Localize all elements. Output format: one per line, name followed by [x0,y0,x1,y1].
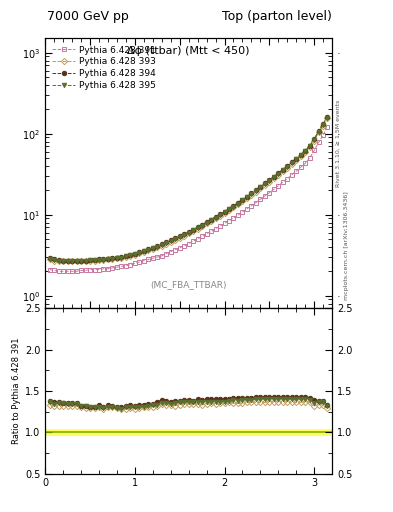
Pythia 6.428 395 [182,232,187,238]
Pythia 6.428 395 [128,252,133,259]
Pythia 6.428 391 [324,124,329,131]
Pythia 6.428 391 [244,206,249,212]
Pythia 6.428 393 [191,228,195,234]
Text: Top (parton level): Top (parton level) [222,10,332,23]
Pythia 6.428 394 [191,227,195,233]
Pythia 6.428 393 [244,195,249,201]
Pythia 6.428 395 [324,115,329,121]
Pythia 6.428 394 [324,114,329,120]
Pythia 6.428 394 [182,231,187,238]
Pythia 6.428 391 [128,262,133,268]
Pythia 6.428 391 [47,267,52,273]
Line: Pythia 6.428 394: Pythia 6.428 394 [48,115,329,263]
Pythia 6.428 391 [321,133,325,139]
Line: Pythia 6.428 391: Pythia 6.428 391 [48,125,329,273]
Line: Pythia 6.428 395: Pythia 6.428 395 [48,115,329,263]
Pythia 6.428 394 [47,255,52,261]
Pythia 6.428 395 [65,258,70,264]
Pythia 6.428 391 [137,259,142,265]
Pythia 6.428 395 [191,227,195,233]
Pythia 6.428 391 [191,238,195,244]
Legend: Pythia 6.428 391, Pythia 6.428 393, Pythia 6.428 394, Pythia 6.428 395: Pythia 6.428 391, Pythia 6.428 393, Pyth… [50,43,158,93]
Pythia 6.428 394 [321,121,325,127]
Pythia 6.428 394 [244,194,249,200]
Pythia 6.428 395 [321,122,325,128]
Text: Rivet 3.1.10, ≥ 1.5M events: Rivet 3.1.10, ≥ 1.5M events [336,100,341,187]
Pythia 6.428 393 [56,259,61,265]
Pythia 6.428 393 [321,122,325,129]
Pythia 6.428 395 [137,249,142,255]
Pythia 6.428 393 [47,257,52,263]
Pythia 6.428 391 [182,243,187,249]
Text: mcplots.cern.ch [arXiv:1306.3436]: mcplots.cern.ch [arXiv:1306.3436] [344,191,349,300]
Line: Pythia 6.428 393: Pythia 6.428 393 [48,116,329,264]
Pythia 6.428 393 [182,232,187,239]
Pythia 6.428 395 [47,256,52,262]
Y-axis label: Ratio to Pythia 6.428 391: Ratio to Pythia 6.428 391 [12,337,21,444]
Pythia 6.428 393 [137,250,142,256]
Pythia 6.428 395 [244,194,249,200]
Pythia 6.428 391 [56,268,61,274]
Text: 7000 GeV pp: 7000 GeV pp [47,10,129,23]
Text: Δϕ (ttbar) (Mtt < 450): Δϕ (ttbar) (Mtt < 450) [127,47,250,56]
Pythia 6.428 393 [324,115,329,121]
Text: (MC_FBA_TTBAR): (MC_FBA_TTBAR) [151,281,227,289]
Pythia 6.428 394 [128,252,133,258]
Pythia 6.428 394 [137,249,142,255]
Pythia 6.428 394 [61,258,66,264]
Pythia 6.428 393 [128,253,133,259]
